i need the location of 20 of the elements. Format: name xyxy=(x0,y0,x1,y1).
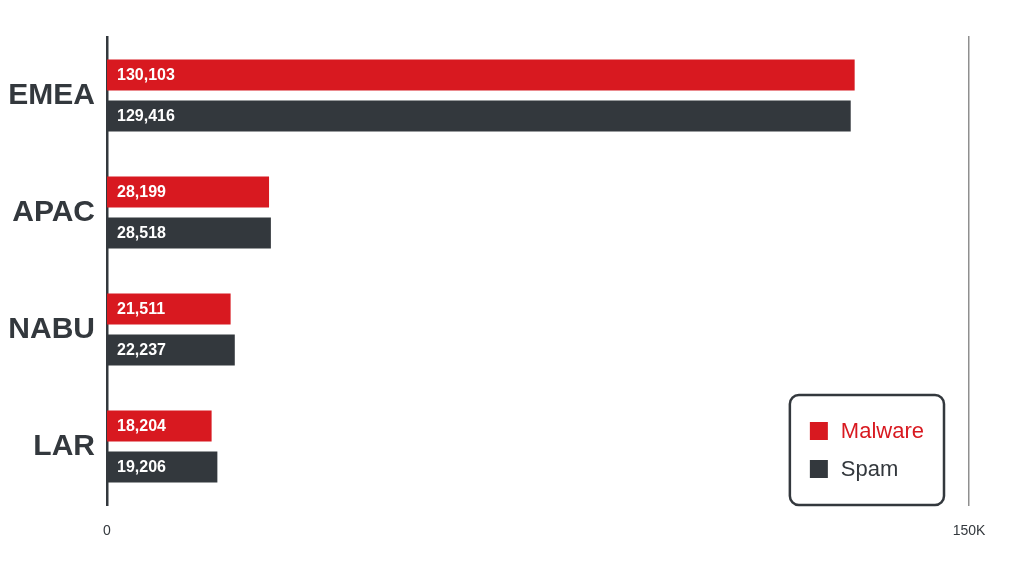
bar xyxy=(107,293,231,325)
data-label: 22,237 xyxy=(117,341,167,359)
y-tick-label: NABU xyxy=(8,310,95,344)
data-label: 28,199 xyxy=(117,183,167,201)
data-label: 129,416 xyxy=(117,107,175,125)
bar xyxy=(107,176,270,208)
x-tick-label: 0 xyxy=(103,522,112,539)
data-label: 18,204 xyxy=(117,417,167,435)
legend-label: Malware xyxy=(840,418,925,444)
bar xyxy=(107,59,855,91)
data-label: 21,511 xyxy=(117,300,166,318)
x-tick-label: 150K xyxy=(952,522,987,539)
data-label: 130,103 xyxy=(117,66,175,84)
legend-label: Spam xyxy=(840,456,899,482)
y-tick-label: APAC xyxy=(12,193,95,227)
y-tick-label: EMEA xyxy=(8,76,95,110)
bar xyxy=(107,410,212,442)
data-label: 19,206 xyxy=(117,458,167,476)
y-tick-label: LAR xyxy=(33,427,96,461)
data-label: 28,518 xyxy=(117,224,167,242)
